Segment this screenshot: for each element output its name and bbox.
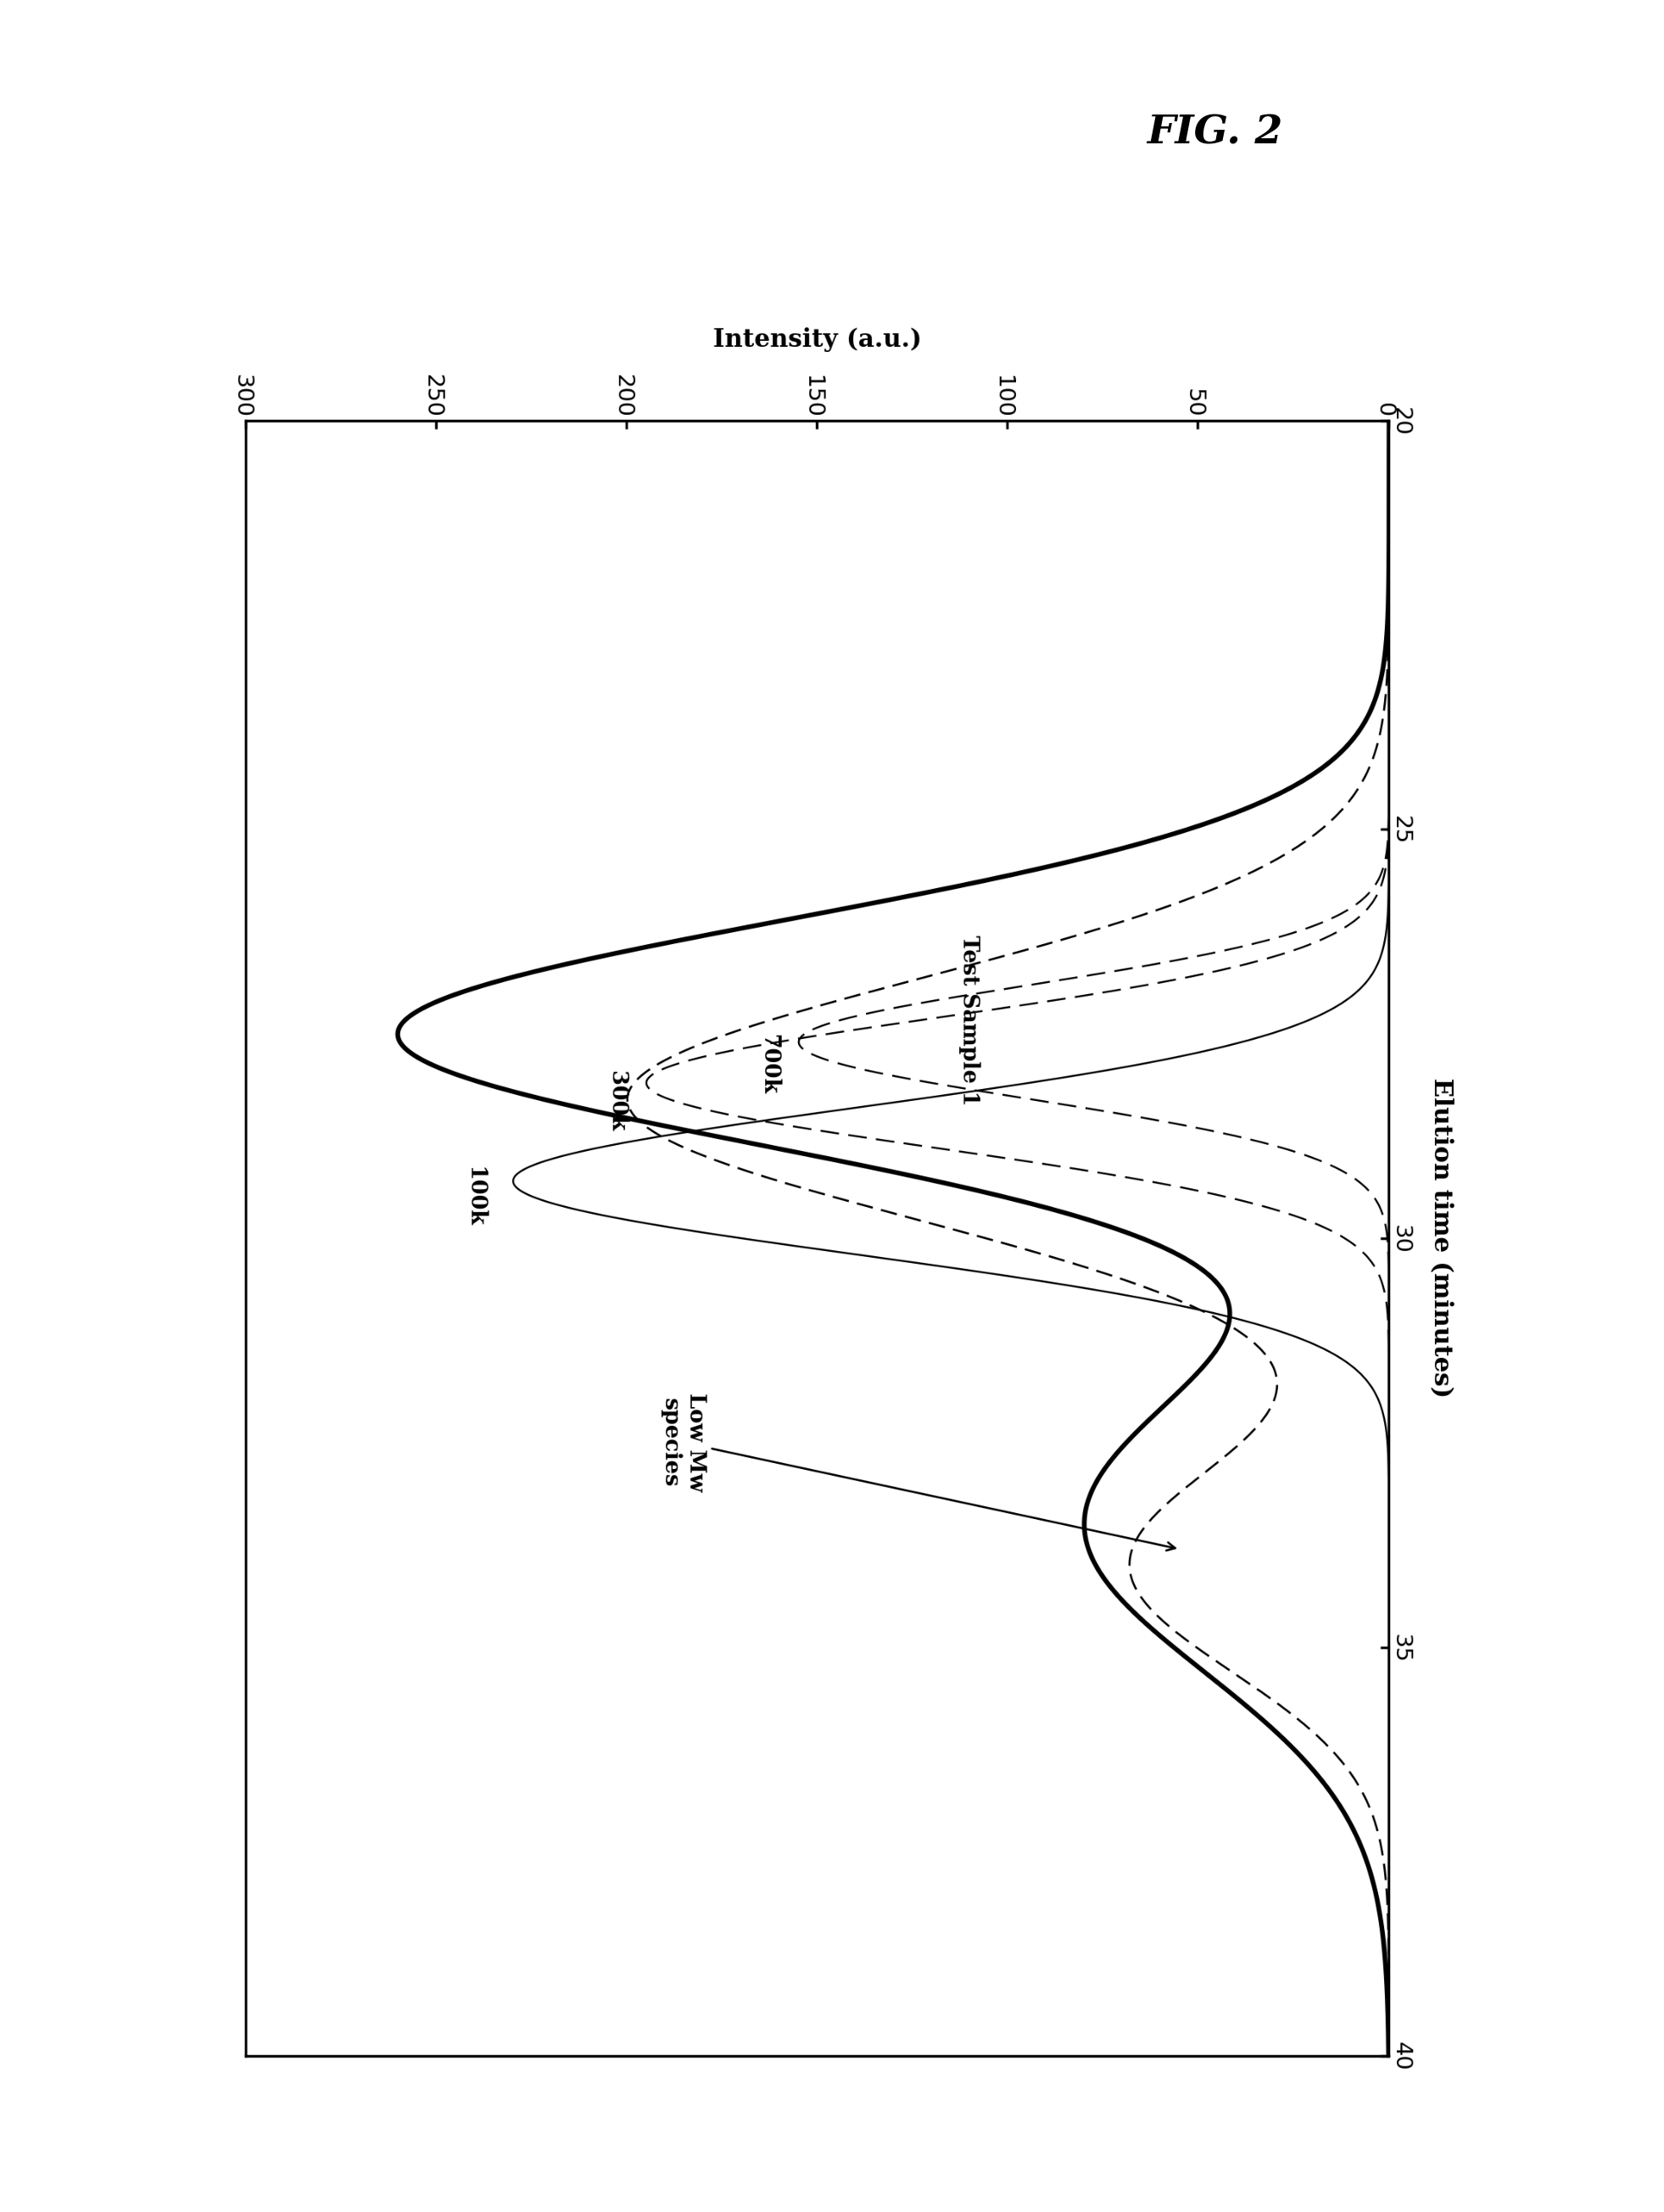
Text: FIG. 2: FIG. 2 xyxy=(1146,113,1283,153)
